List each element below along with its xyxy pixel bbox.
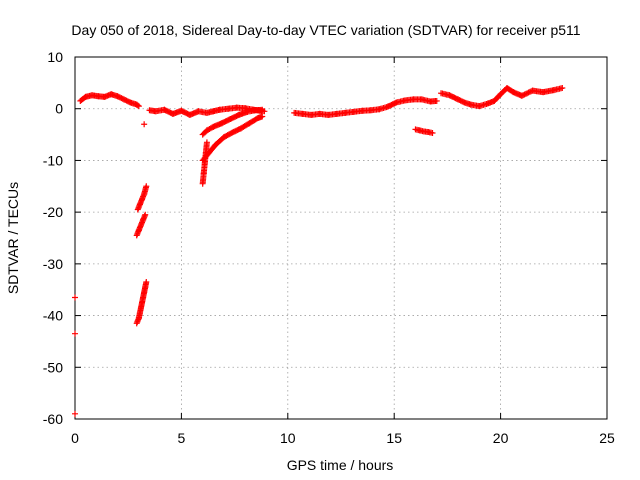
data-series — [72, 85, 566, 417]
y-tick-label: -30 — [43, 256, 63, 272]
x-axis-label: GPS time / hours — [287, 457, 394, 473]
data-point — [134, 102, 141, 109]
data-point — [524, 90, 531, 97]
x-tick-label: 10 — [280, 430, 296, 446]
y-tick-label: 0 — [55, 101, 63, 117]
tick-labels: 0 5 10 15 20 25 10 0 -10 -20 -30 -40 -50 -60 — [43, 49, 615, 446]
y-tick-label: -20 — [43, 204, 63, 220]
plot-frame — [74, 56, 608, 420]
data-point — [433, 97, 440, 104]
data-point — [520, 92, 527, 99]
y-tick-label: -10 — [43, 152, 63, 168]
data-point — [526, 88, 533, 95]
x-tick-label: 0 — [71, 430, 79, 446]
data-point — [141, 121, 148, 128]
axis-ticks — [74, 56, 608, 420]
y-tick-label: 10 — [47, 49, 63, 65]
data-point — [143, 278, 150, 285]
data-point — [259, 106, 266, 113]
x-tick-label: 25 — [599, 430, 615, 446]
data-point — [559, 85, 566, 92]
x-tick-label: 5 — [178, 430, 186, 446]
x-tick-label: 15 — [386, 430, 402, 446]
data-point — [429, 130, 436, 137]
data-point — [72, 410, 78, 417]
x-tick-label: 20 — [493, 430, 509, 446]
data-point — [518, 92, 525, 99]
data-point — [525, 89, 532, 96]
data-point — [135, 103, 142, 110]
data-point — [72, 294, 78, 301]
data-point — [522, 90, 529, 97]
y-tick-label: -40 — [43, 308, 63, 324]
grid-lines — [75, 57, 607, 419]
data-point — [259, 113, 266, 120]
data-point — [203, 139, 210, 146]
data-point — [72, 330, 78, 337]
data-point — [142, 211, 149, 218]
y-axis-label: SDTVAR / TECUs — [5, 182, 21, 294]
chart-title: Day 050 of 2018, Sidereal Day-to-day VTE… — [71, 22, 580, 38]
y-tick-label: -50 — [43, 359, 63, 375]
data-point — [143, 183, 150, 190]
y-tick-label: -60 — [43, 411, 63, 427]
data-point — [521, 91, 528, 98]
